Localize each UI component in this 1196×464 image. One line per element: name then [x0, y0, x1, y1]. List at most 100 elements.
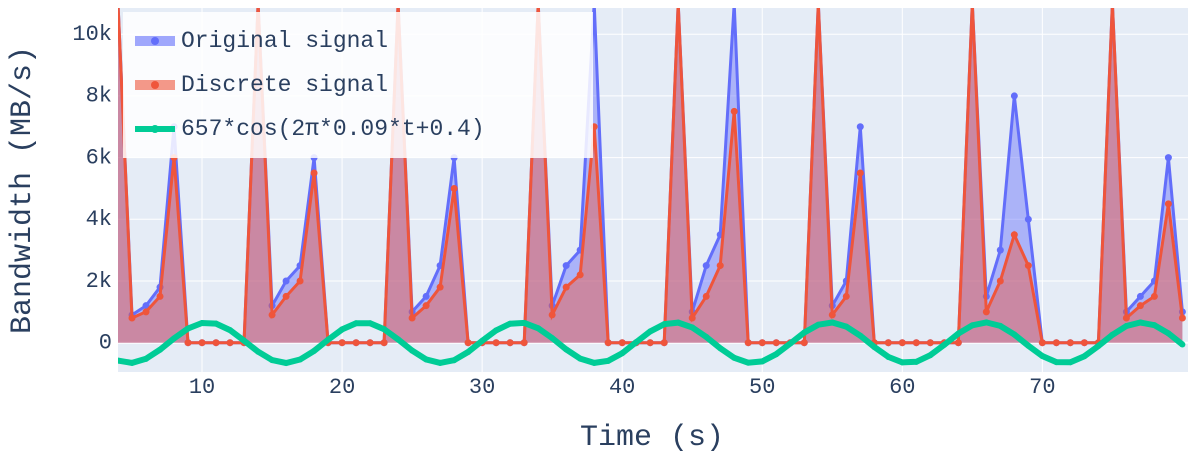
data-point: [689, 324, 696, 331]
data-point: [829, 319, 836, 326]
data-point: [969, 0, 976, 7]
data-point: [325, 336, 332, 343]
data-point: [255, 0, 262, 7]
series-area: [118, 8, 1183, 343]
data-point: [156, 292, 164, 300]
data-point: [815, 0, 822, 7]
data-point: [605, 357, 612, 364]
legend-marker: [151, 125, 159, 133]
x-tick-label: 20: [329, 375, 355, 400]
data-point: [1109, 0, 1116, 7]
data-point: [1136, 292, 1144, 300]
data-point: [661, 321, 668, 328]
data-point: [437, 359, 444, 366]
data-point: [338, 339, 346, 347]
data-point: [996, 277, 1004, 285]
data-point: [1010, 231, 1018, 239]
data-point: [773, 351, 780, 358]
data-point: [226, 339, 234, 347]
data-point: [1164, 154, 1172, 162]
data-point: [1052, 339, 1060, 347]
data-point: [982, 308, 990, 316]
data-point: [451, 357, 458, 364]
data-point: [535, 0, 542, 7]
data-point: [675, 319, 682, 326]
data-point: [899, 359, 906, 366]
data-point: [1081, 353, 1088, 360]
data-point: [493, 327, 500, 334]
data-point: [703, 333, 710, 340]
data-point: [185, 325, 192, 332]
legend-marker: [151, 81, 159, 89]
data-point: [954, 339, 962, 347]
data-point: [213, 320, 220, 327]
data-point: [143, 355, 150, 362]
data-point: [297, 356, 304, 363]
data-point: [310, 169, 318, 177]
data-point: [199, 319, 206, 326]
data-point: [423, 356, 430, 363]
data-point: [955, 330, 962, 337]
data-point: [395, 336, 402, 343]
data-point: [1011, 331, 1018, 338]
data-point: [1038, 339, 1046, 347]
data-point: [142, 308, 150, 316]
data-point: [268, 311, 276, 319]
data-point: [464, 339, 472, 347]
legend-box: [123, 12, 593, 158]
data-point: [731, 0, 738, 7]
series-area: [118, 8, 1183, 343]
data-point: [171, 335, 178, 342]
data-point: [548, 311, 556, 319]
y-tick-label: 6k: [86, 145, 112, 170]
data-point: [717, 345, 724, 352]
data-point: [115, 0, 122, 7]
data-point: [801, 329, 808, 336]
data-point: [633, 339, 640, 346]
data-point: [688, 314, 696, 322]
data-point: [255, 0, 262, 7]
data-point: [842, 292, 850, 300]
y-tick-label: 4k: [86, 207, 112, 232]
data-point: [535, 325, 542, 332]
data-point: [983, 319, 990, 326]
data-point: [856, 123, 864, 131]
data-point: [408, 314, 416, 322]
data-point: [1109, 331, 1116, 338]
data-point: [926, 339, 934, 347]
data-point: [562, 262, 570, 270]
data-point: [660, 339, 668, 347]
data-point: [619, 350, 626, 357]
x-tick-label: 70: [1029, 375, 1055, 400]
data-point: [913, 358, 920, 365]
data-point: [520, 339, 528, 347]
data-point: [282, 292, 290, 300]
data-point: [884, 339, 892, 347]
data-point: [591, 0, 598, 7]
data-point: [507, 320, 514, 327]
data-point: [772, 339, 780, 347]
x-axis-title: Time (s): [580, 421, 724, 455]
data-point: [521, 319, 528, 326]
x-tick-label: 40: [609, 375, 635, 400]
data-point: [492, 339, 500, 347]
data-point: [1025, 342, 1032, 349]
data-point: [745, 359, 752, 366]
data-point: [129, 359, 136, 366]
data-point: [395, 0, 402, 7]
data-point: [969, 322, 976, 329]
data-point: [1024, 262, 1032, 270]
data-point: [339, 326, 346, 333]
data-point: [800, 339, 808, 347]
data-point: [1010, 92, 1018, 100]
data-point: [535, 0, 542, 7]
data-point: [198, 339, 206, 347]
legend-marker: [151, 37, 159, 45]
data-point: [380, 339, 388, 347]
data-point: [857, 332, 864, 339]
data-point: [787, 340, 794, 347]
data-point: [675, 0, 682, 7]
data-point: [157, 346, 164, 353]
data-point: [311, 347, 318, 354]
data-point: [591, 359, 598, 366]
